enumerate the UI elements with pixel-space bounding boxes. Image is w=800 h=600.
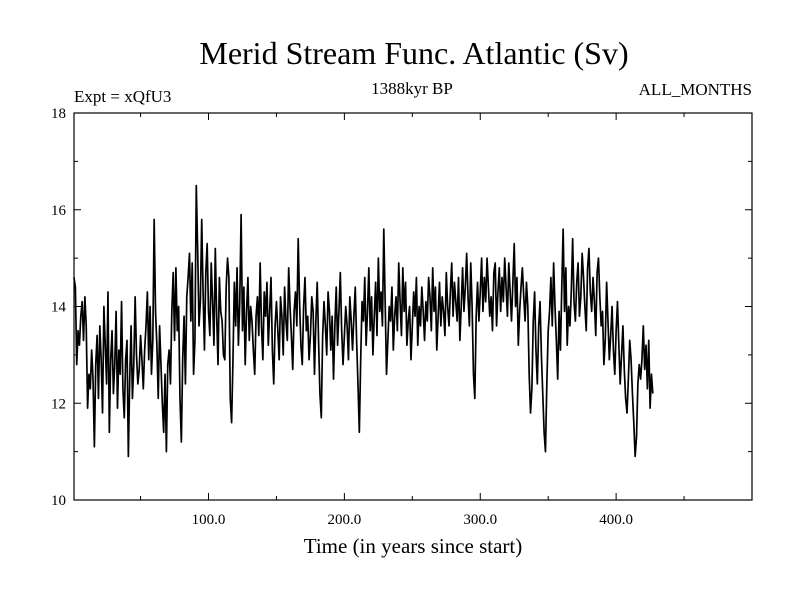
x-tick-label: 200.0	[328, 512, 362, 528]
y-tick-label: 14	[51, 300, 67, 316]
x-axis: 100.0 200.0 300.0 400.0	[140, 113, 685, 528]
data-series-line	[73, 184, 654, 458]
y-tick-label: 10	[51, 493, 66, 509]
chart-title: Merid Stream Func. Atlantic (Sv)	[199, 35, 628, 71]
y-tick-label: 12	[51, 396, 66, 412]
months-label: ALL_MONTHS	[639, 80, 752, 99]
x-tick-label: 100.0	[192, 512, 226, 528]
experiment-label: Expt = xQfU3	[74, 87, 171, 106]
y-tick-label: 16	[51, 203, 67, 219]
plot-area: 10 12 14 16 18 100.0 200.0 300.0 400.0	[51, 106, 753, 528]
x-axis-label: Time (in years since start)	[304, 534, 523, 558]
y-axis: 10 12 14 16 18	[51, 106, 752, 509]
x-tick-label: 300.0	[463, 512, 497, 528]
x-tick-label: 400.0	[599, 512, 633, 528]
period-label: 1388kyr BP	[371, 79, 453, 98]
y-tick-label: 18	[51, 106, 66, 122]
